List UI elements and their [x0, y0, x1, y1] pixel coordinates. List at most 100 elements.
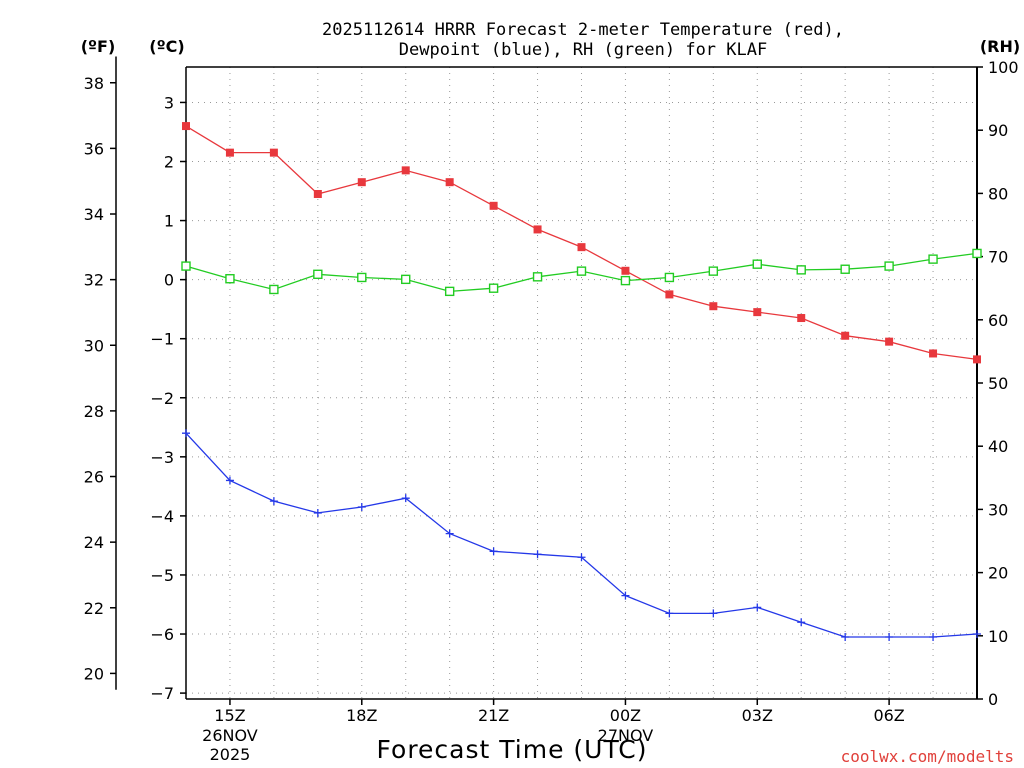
x-axis-label: Forecast Time (UTC) — [377, 735, 648, 764]
data-series — [181, 122, 982, 641]
dewpoint-c-point — [709, 609, 718, 618]
x-tick-sublabel: 26NOV — [202, 726, 258, 745]
dewpoint-c-point — [973, 630, 981, 639]
celsius-tick-label: −3 — [150, 448, 174, 467]
rh-point — [796, 265, 806, 275]
rh-unit-label: (RH) — [980, 37, 1020, 56]
rh-point — [928, 254, 938, 264]
temperature-c-point — [753, 308, 762, 317]
dewpoint-c-point — [269, 497, 278, 506]
rh-point — [752, 259, 762, 269]
x-tick-sublabel: 27NOV — [598, 726, 654, 745]
rh-point — [840, 264, 850, 274]
x-tick-label: 00Z — [610, 706, 641, 725]
rh-point — [576, 266, 587, 276]
x-tick-label: 15Z — [214, 706, 245, 725]
x-tick-sublabel: 2025 — [210, 745, 251, 764]
dewpoint-c-point — [533, 550, 542, 559]
temperature-c-point — [577, 243, 586, 252]
rh-point — [181, 261, 191, 271]
gridlines — [185, 67, 978, 699]
credit-text: coolwx.com/modelts — [841, 747, 1014, 766]
dewpoint-c-point — [445, 529, 454, 538]
fahrenheit-tick-label: 36 — [84, 139, 104, 158]
temperature-c-point — [929, 349, 938, 358]
dewpoint-c-point — [753, 603, 762, 612]
temperature-c-point — [797, 314, 806, 323]
rh-tick-label: 60 — [988, 311, 1008, 330]
dewpoint-c-point — [357, 503, 366, 512]
rh-tick-label: 30 — [988, 500, 1008, 519]
temperature-c-point — [709, 302, 718, 311]
rh-point — [488, 283, 499, 293]
dewpoint-c-point — [621, 591, 630, 600]
rh-tick-label: 50 — [988, 374, 1008, 393]
temperature-c-point — [885, 337, 894, 346]
rh-point — [444, 286, 455, 297]
celsius-tick-label: −1 — [150, 330, 174, 349]
rh-tick-label: 0 — [988, 690, 998, 709]
dewpoint-c-point — [225, 476, 234, 485]
celsius-tick-label: 0 — [164, 271, 174, 290]
rh-tick-label: 40 — [988, 437, 1008, 456]
rh-point — [401, 274, 411, 285]
rh-point — [884, 261, 894, 271]
x-tick-label: 18Z — [346, 706, 377, 725]
rh-tick-label: 80 — [988, 184, 1008, 203]
rh-tick-label: 20 — [988, 564, 1008, 583]
x-tick-label: 06Z — [873, 706, 904, 725]
temperature-c-point — [182, 122, 190, 131]
temperature-c-point — [357, 178, 366, 187]
rh-point — [972, 248, 982, 259]
temperature-c-point — [225, 148, 234, 157]
fahrenheit-tick-label: 28 — [84, 402, 104, 421]
rh-point — [664, 272, 675, 283]
chart-title-line1: 2025112614 HRRR Forecast 2-meter Tempera… — [322, 20, 844, 40]
celsius-tick-label: −2 — [150, 389, 174, 408]
fahrenheit-tick-label: 20 — [84, 664, 104, 683]
temperature-c-point — [533, 225, 542, 234]
x-tick-label: 21Z — [478, 706, 509, 725]
fahrenheit-tick-label: 32 — [84, 271, 104, 290]
fahrenheit-tick-label: 38 — [84, 74, 104, 93]
rh-point — [620, 275, 631, 286]
rh-point — [225, 274, 235, 284]
fahrenheit-tick-label: 30 — [84, 336, 104, 355]
temperature-c-point — [269, 148, 278, 157]
rh-point — [269, 284, 279, 295]
rh-tick-label: 100 — [988, 58, 1019, 77]
dewpoint-c-point — [489, 547, 498, 556]
rh-tick-label: 10 — [988, 627, 1008, 646]
temperature-c-point — [841, 331, 850, 340]
rh-tick-label: 70 — [988, 248, 1008, 267]
axes: 3210−1−2−3−4−5−6−73836343230282624222010… — [84, 56, 1019, 764]
dewpoint-c-point — [182, 429, 190, 438]
temperature-c-point — [973, 355, 981, 364]
fahrenheit-unit-label: (ºF) — [81, 37, 116, 56]
celsius-tick-label: −6 — [150, 625, 174, 644]
celsius-unit-label: (ºC) — [149, 37, 184, 56]
fahrenheit-tick-label: 22 — [84, 599, 104, 618]
dewpoint-c-point — [797, 618, 806, 627]
fahrenheit-tick-label: 26 — [84, 468, 104, 487]
temperature-c-point — [665, 290, 674, 299]
dewpoint-c-point — [577, 553, 586, 562]
celsius-tick-label: 1 — [164, 212, 174, 231]
dewpoint-c-point — [665, 609, 674, 618]
temperature-c-point — [621, 266, 630, 275]
chart-title-line2: Dewpoint (blue), RH (green) for KLAF — [399, 40, 767, 60]
temperature-c-point — [401, 166, 410, 175]
dewpoint-c-point — [929, 632, 938, 641]
rh-point — [313, 269, 323, 279]
celsius-tick-label: −7 — [150, 684, 174, 703]
fahrenheit-tick-label: 24 — [84, 533, 104, 552]
temperature-c-point — [445, 178, 454, 187]
rh-tick-label: 90 — [988, 121, 1008, 140]
rh-point — [708, 266, 719, 276]
celsius-tick-label: 2 — [164, 153, 174, 172]
dewpoint-c-point — [841, 632, 850, 641]
dewpoint-c-point — [401, 494, 410, 503]
celsius-tick-label: 3 — [164, 93, 174, 112]
dewpoint-c-point — [885, 632, 894, 641]
